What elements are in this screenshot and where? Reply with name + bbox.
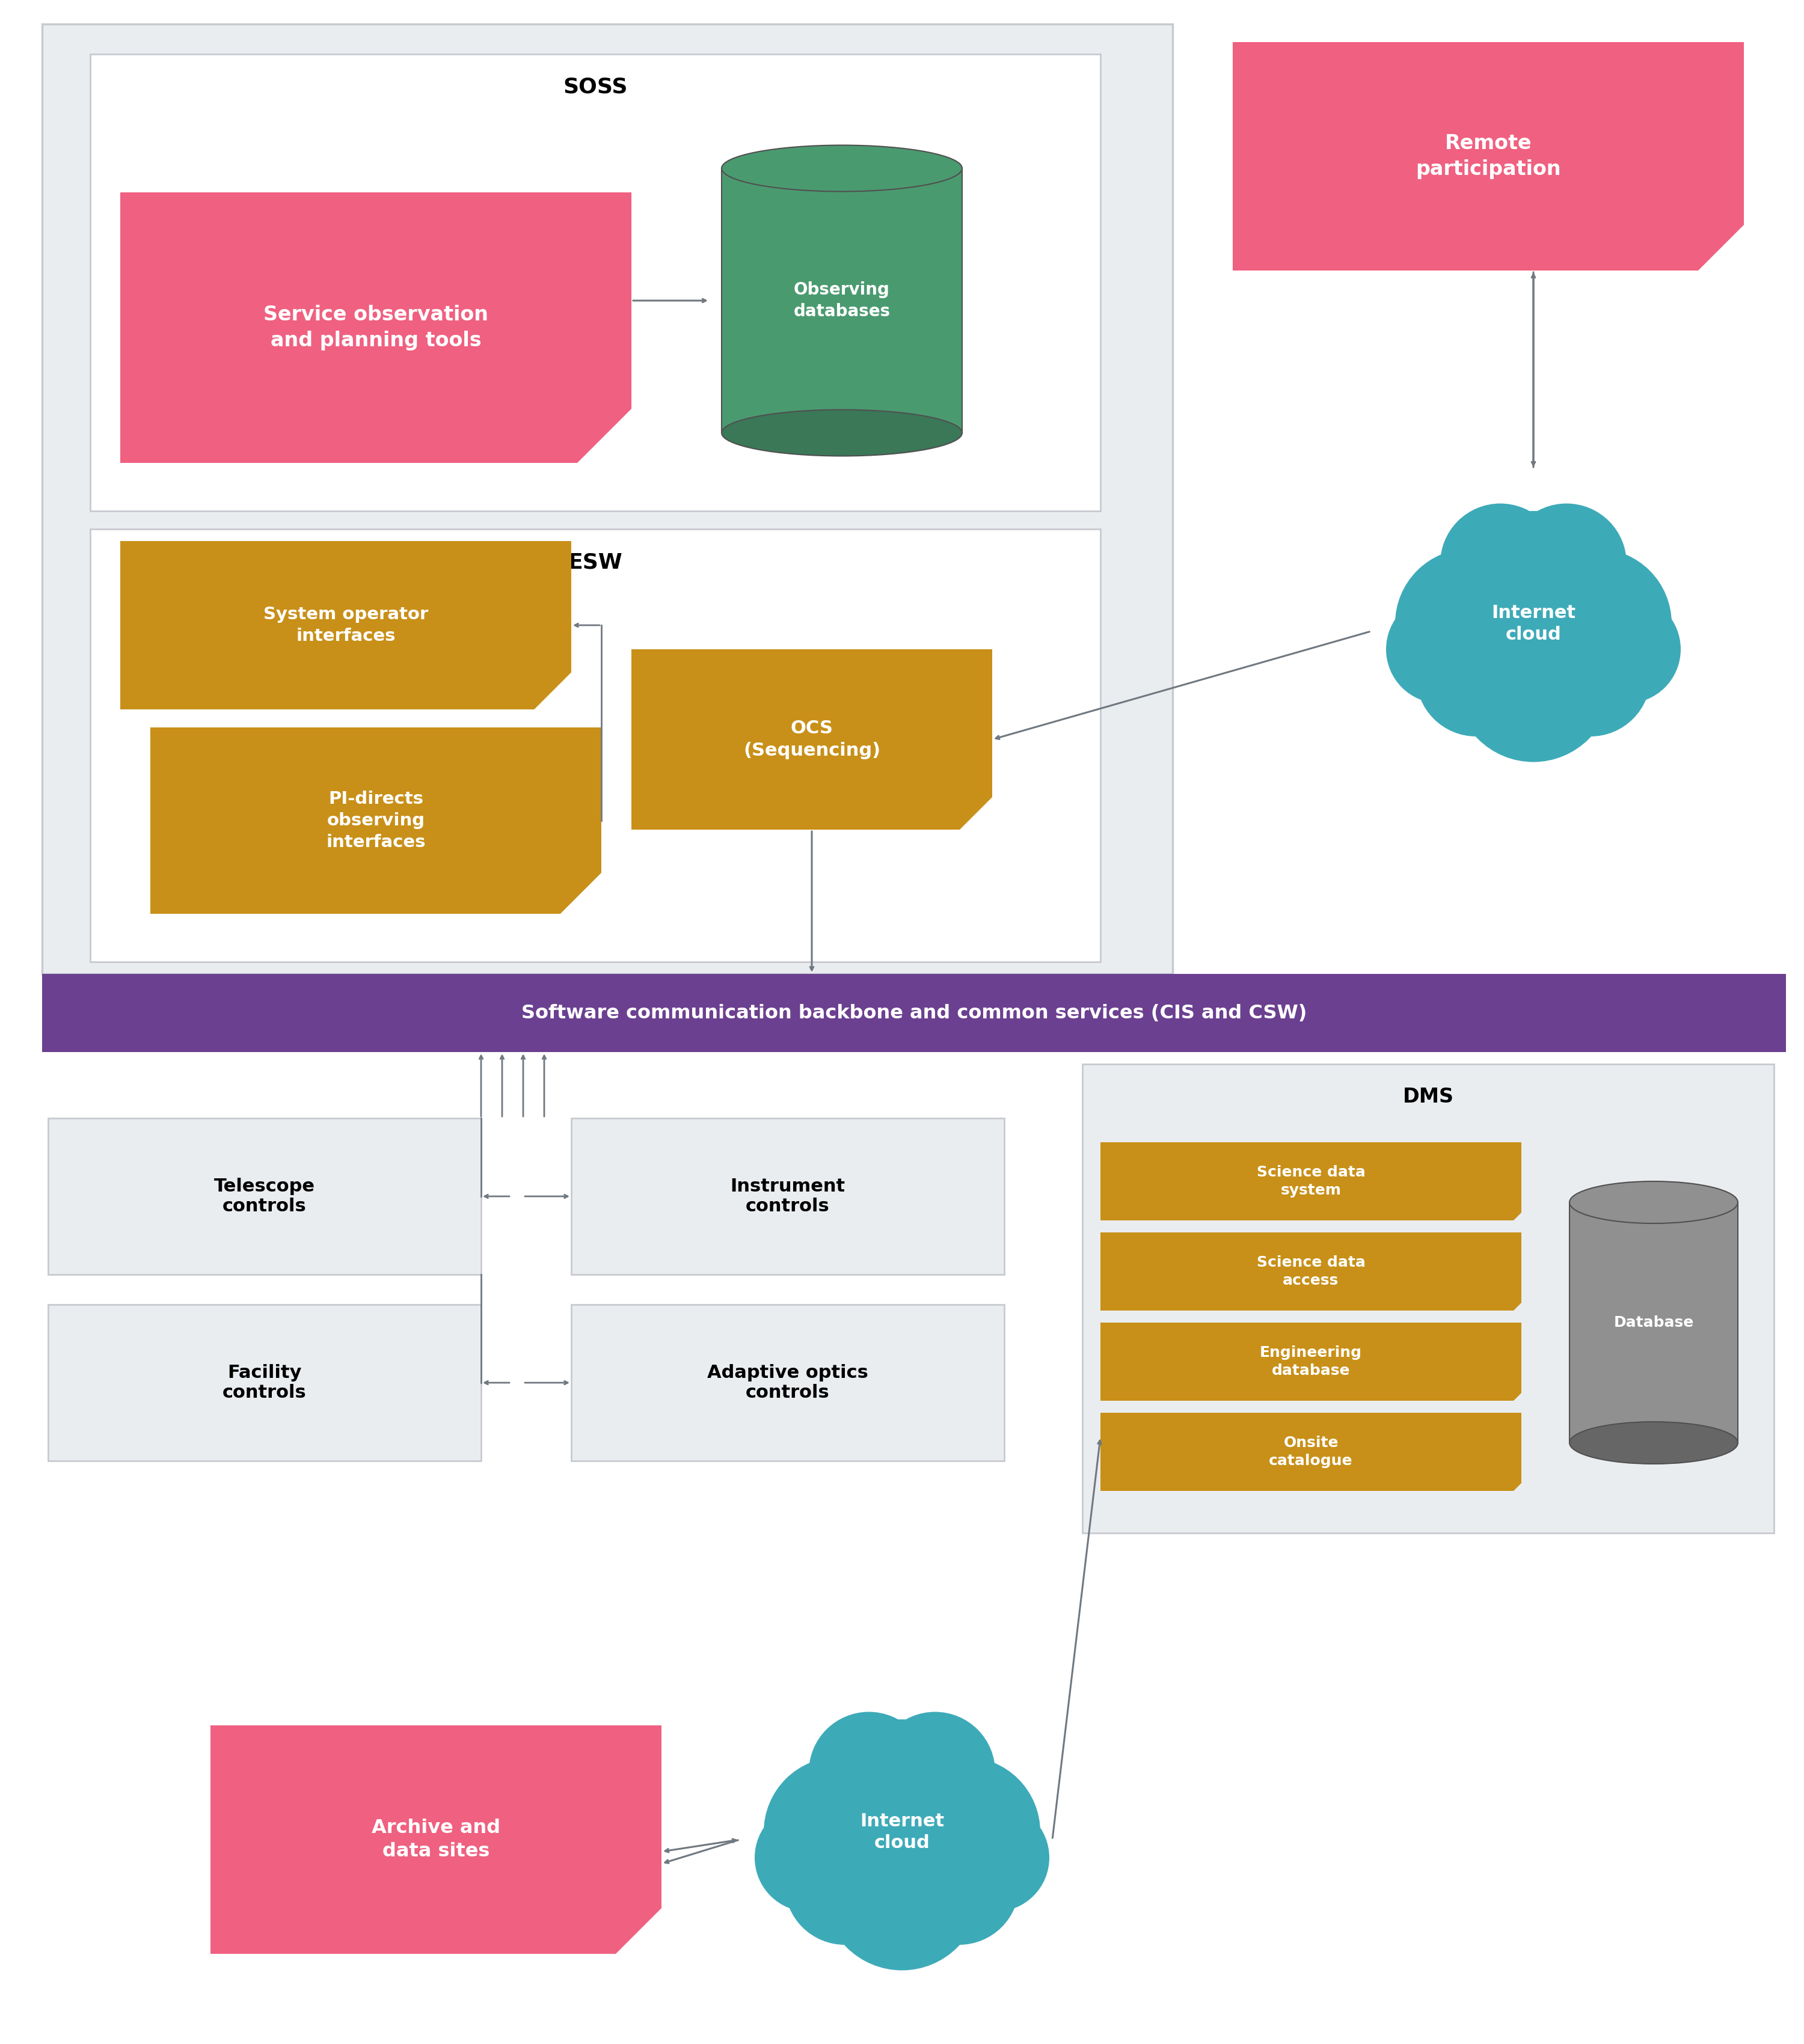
Text: System operator
interfaces: System operator interfaces [263,607,428,644]
Circle shape [754,1803,862,1911]
Circle shape [875,1713,996,1831]
Polygon shape [121,542,572,709]
Text: Telescope
controls: Telescope controls [215,1177,316,1214]
Text: PI-directs
observing
interfaces: PI-directs observing interfaces [327,791,426,850]
Ellipse shape [1569,1423,1737,1464]
Ellipse shape [722,409,962,456]
Bar [722,168,962,433]
Circle shape [1506,503,1627,623]
Text: Science data
system: Science data system [1257,1165,1366,1198]
FancyBboxPatch shape [572,1118,1005,1275]
Polygon shape [631,650,992,830]
Circle shape [824,1815,980,1970]
Circle shape [1530,615,1651,736]
Polygon shape [1232,43,1744,270]
Text: Observing
databases: Observing databases [794,282,891,319]
Text: Adaptive optics
controls: Adaptive optics controls [707,1363,868,1402]
Circle shape [808,1719,996,1905]
FancyBboxPatch shape [49,1304,482,1461]
Circle shape [1394,548,1546,699]
Text: Onsite
catalogue: Onsite catalogue [1268,1435,1353,1468]
Polygon shape [150,728,601,914]
Text: Internet
cloud: Internet cloud [1492,605,1575,644]
Text: Service observation
and planning tools: Service observation and planning tools [263,305,489,350]
Text: Internet
cloud: Internet cloud [861,1813,943,1852]
Text: SOSS: SOSS [563,78,628,98]
FancyBboxPatch shape [41,25,1173,973]
Polygon shape [1100,1143,1521,1220]
Circle shape [1416,615,1537,736]
Text: Remote
participation: Remote participation [1416,133,1560,180]
Bar [1569,1202,1737,1443]
Text: Facility
controls: Facility controls [222,1363,307,1402]
Circle shape [1573,595,1681,703]
Circle shape [1456,605,1611,762]
Text: Instrument
controls: Instrument controls [731,1177,846,1214]
Text: ESW: ESW [568,552,622,572]
Circle shape [889,1758,1041,1907]
Circle shape [1521,548,1672,699]
FancyBboxPatch shape [90,529,1100,963]
FancyBboxPatch shape [572,1304,1005,1461]
FancyBboxPatch shape [90,53,1100,511]
Text: OCS
(Sequencing): OCS (Sequencing) [743,719,880,758]
Ellipse shape [722,145,962,192]
Polygon shape [1100,1233,1521,1310]
Circle shape [785,1825,906,1944]
Bar [41,973,1786,1053]
Text: Engineering
database: Engineering database [1259,1345,1362,1378]
Text: DMS: DMS [1404,1087,1454,1108]
Text: Observatory controls: Observatory controls [458,57,756,82]
Circle shape [1385,595,1494,703]
FancyBboxPatch shape [49,1118,482,1275]
Text: Software communication backbone and common services (CIS and CSW): Software communication backbone and comm… [521,1004,1306,1022]
Circle shape [942,1803,1050,1911]
Circle shape [808,1713,929,1831]
Text: Archive and
data sites: Archive and data sites [372,1819,500,1860]
Circle shape [1440,503,1560,623]
Ellipse shape [1569,1181,1737,1224]
Circle shape [898,1825,1019,1944]
Polygon shape [121,192,631,462]
Polygon shape [211,1725,662,1954]
Circle shape [763,1758,915,1907]
Circle shape [1440,511,1627,697]
Polygon shape [1100,1322,1521,1400]
Text: Science data
access: Science data access [1257,1255,1366,1288]
Text: Database: Database [1613,1316,1694,1331]
FancyBboxPatch shape [1082,1065,1773,1533]
Polygon shape [1100,1412,1521,1490]
